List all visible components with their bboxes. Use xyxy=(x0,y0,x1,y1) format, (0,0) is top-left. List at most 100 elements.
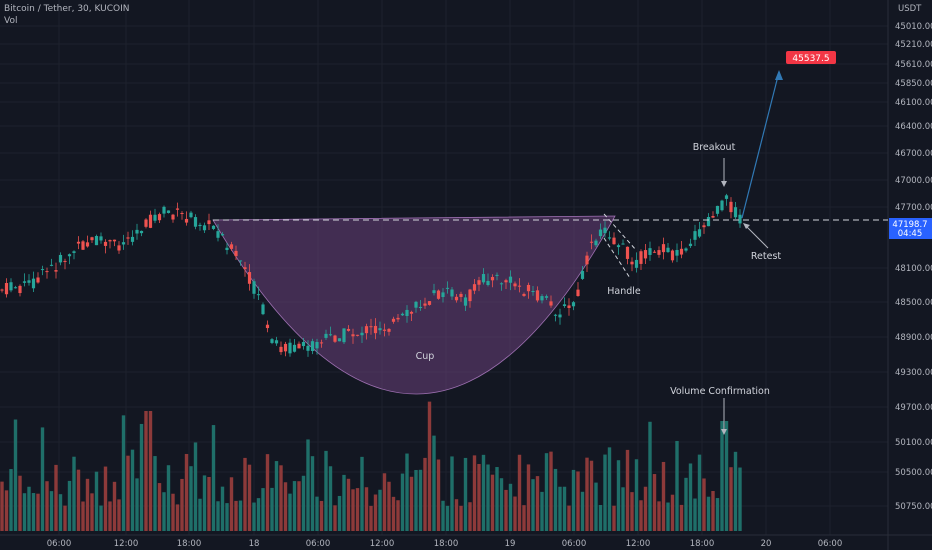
time-tick-label: 06:00 xyxy=(306,539,331,549)
candle-body xyxy=(517,285,522,287)
candle-body xyxy=(346,328,351,331)
volume-bar xyxy=(634,459,639,531)
volume-bar xyxy=(315,496,319,531)
volume-bar xyxy=(517,454,522,531)
candle-body xyxy=(216,231,220,238)
candle-body xyxy=(108,240,112,242)
volume-bar xyxy=(616,460,621,531)
candle-body xyxy=(171,214,175,220)
candle-body xyxy=(423,303,427,306)
volume-bar xyxy=(450,456,454,531)
volume-bar xyxy=(198,498,202,531)
volume-bar xyxy=(409,476,414,531)
candle-body xyxy=(562,304,567,307)
volume-bar xyxy=(652,474,657,531)
candle-body xyxy=(13,287,18,289)
candle-body xyxy=(589,241,594,243)
volume-bar xyxy=(0,481,4,531)
volume-bar xyxy=(468,502,472,531)
volume-bar xyxy=(333,505,337,531)
volume-bar xyxy=(391,496,396,531)
candle-body xyxy=(648,248,652,255)
candle-body xyxy=(553,314,558,316)
volume-bar xyxy=(526,464,531,531)
time-tick-label: 06:00 xyxy=(818,539,843,549)
candle-body xyxy=(715,205,720,214)
volume-bar xyxy=(423,457,427,531)
volume-bar xyxy=(738,467,742,531)
projection-arrow xyxy=(741,71,780,219)
time-tick-label: 12:00 xyxy=(114,539,139,549)
retest-arrow xyxy=(744,224,769,249)
volume-bar xyxy=(90,493,94,531)
candle-body xyxy=(441,292,445,298)
volume-bar xyxy=(630,492,634,531)
candle-body xyxy=(468,289,472,302)
volume-bar xyxy=(427,401,432,531)
candle-body xyxy=(535,290,540,301)
volume-bar xyxy=(99,505,103,531)
candle-body xyxy=(666,247,670,253)
candle-body xyxy=(31,278,36,289)
volume-bar xyxy=(621,487,625,531)
price-tick-label: 46700.00 xyxy=(895,149,932,159)
candle-body xyxy=(508,276,513,283)
candle-body xyxy=(688,243,693,247)
price-tick-label: 49700.00 xyxy=(895,403,932,413)
volume-bar xyxy=(670,494,675,531)
candle-body xyxy=(571,302,576,307)
volume-bar xyxy=(36,493,40,531)
retest-arrowhead xyxy=(743,223,750,229)
volume-bar xyxy=(441,500,445,531)
volume-bar xyxy=(193,442,198,531)
candle-body xyxy=(310,341,315,352)
time-tick-label: 18:00 xyxy=(690,539,715,549)
volume-bar xyxy=(306,439,310,531)
volume-bar xyxy=(454,499,459,531)
time-tick-label: 19 xyxy=(505,539,516,549)
volume-bar xyxy=(252,502,256,531)
candle-body xyxy=(144,219,148,227)
volume-bar xyxy=(45,481,49,531)
volume-bar xyxy=(396,500,400,531)
candle-body xyxy=(157,214,162,221)
candle-body xyxy=(198,224,202,227)
volume-bar xyxy=(103,466,108,531)
volume-bar xyxy=(207,476,211,531)
candle-body xyxy=(261,304,265,315)
volume-bar xyxy=(499,478,504,531)
candle-body xyxy=(130,236,135,242)
candle-body xyxy=(81,241,85,250)
volume-bar xyxy=(279,465,283,531)
candle-body xyxy=(189,212,193,218)
candle-body xyxy=(445,287,450,289)
volume-bar xyxy=(571,469,576,531)
volume-bar xyxy=(702,478,706,531)
volume-bar xyxy=(319,500,324,531)
volume-bar xyxy=(180,478,184,531)
time-axis: 06:00 12:00 18:00 18 06:00 12:00 18:00 19 06:00 1… xyxy=(47,539,843,549)
volume-bar xyxy=(436,459,441,531)
current-price-badge xyxy=(889,218,932,239)
candle-body xyxy=(621,243,625,245)
volume-bar xyxy=(211,425,216,531)
candle-body xyxy=(585,255,589,265)
candle-body xyxy=(459,293,463,297)
volume-bar xyxy=(337,495,342,531)
volume-bar xyxy=(175,504,180,531)
candle-body xyxy=(670,250,675,261)
candle-body xyxy=(49,264,54,266)
candle-body xyxy=(454,296,459,301)
candle-body xyxy=(702,225,706,228)
volume-bar xyxy=(495,467,499,531)
volume-bar xyxy=(4,490,9,531)
candle-body xyxy=(652,251,657,253)
candle-body xyxy=(207,220,211,225)
candle-body xyxy=(162,206,166,214)
volume-bar xyxy=(387,481,391,531)
candle-body xyxy=(594,240,598,246)
candle-body xyxy=(225,247,229,251)
volume-bar xyxy=(643,486,648,531)
volume-bar xyxy=(589,460,594,531)
